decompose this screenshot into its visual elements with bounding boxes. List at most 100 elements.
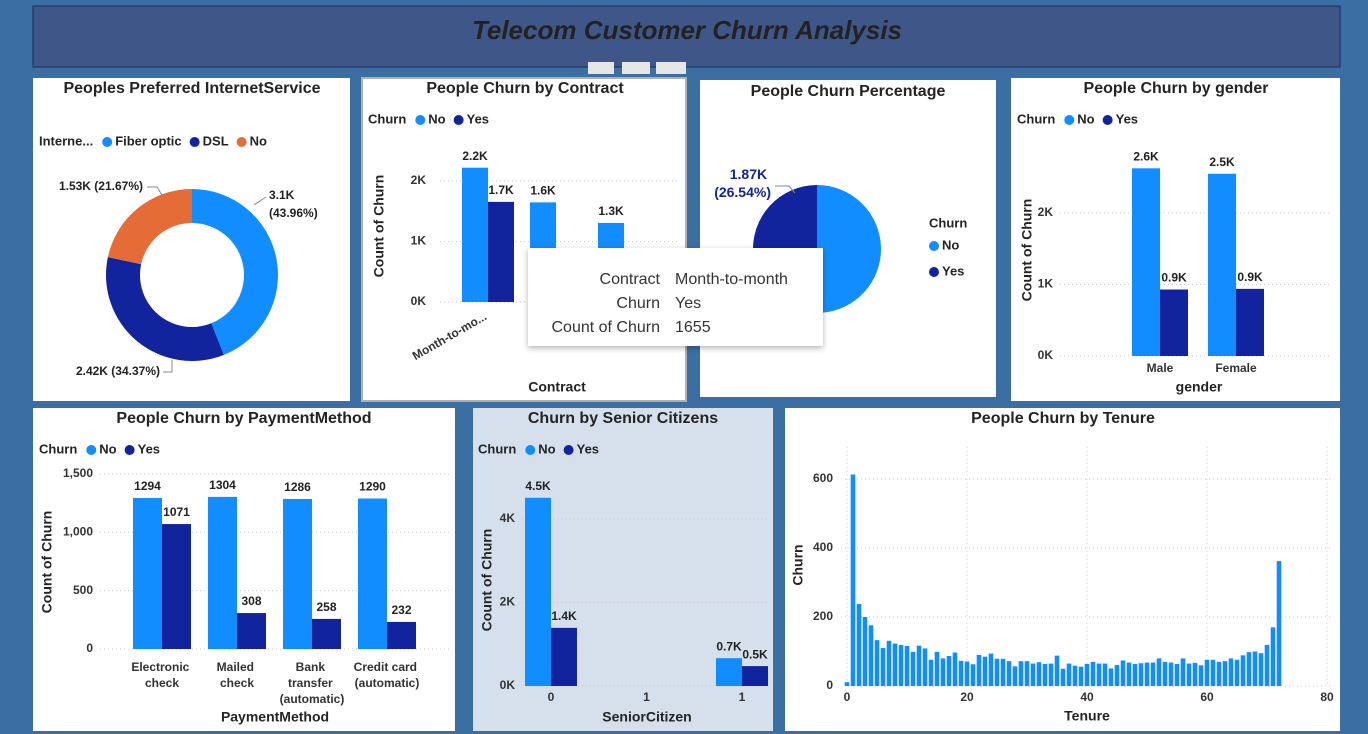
data-label: 1071 bbox=[163, 505, 190, 519]
bar bbox=[1228, 658, 1234, 686]
data-label: 3.1K (43.96%) bbox=[269, 188, 318, 220]
legend-label: DSL bbox=[203, 133, 229, 148]
x-axis-title: Tenure bbox=[1064, 708, 1110, 724]
bar bbox=[1084, 663, 1090, 686]
x-tick-label: Credit card (automatic) bbox=[354, 660, 421, 690]
bar bbox=[1036, 662, 1042, 686]
slice bbox=[192, 189, 279, 355]
legend-label: No bbox=[942, 237, 959, 252]
chart-title: People Churn by PaymentMethod bbox=[116, 410, 371, 427]
bar bbox=[1240, 655, 1246, 686]
data-label: 1304 bbox=[209, 478, 236, 492]
bar bbox=[1210, 659, 1216, 686]
bar bbox=[1012, 666, 1018, 686]
x-tick-label: Electronic check bbox=[131, 660, 192, 690]
legend-label: No bbox=[538, 441, 555, 456]
legend-swatch bbox=[102, 137, 113, 147]
bar bbox=[1132, 663, 1138, 686]
x-axis-title: gender bbox=[1176, 379, 1223, 395]
legend-swatch bbox=[563, 445, 574, 455]
dashboard-title: Telecom Customer Churn Analysis bbox=[472, 15, 902, 45]
x-tick-label: 0 bbox=[548, 690, 555, 704]
bar bbox=[844, 682, 850, 686]
data-label: 1.6K bbox=[530, 184, 556, 198]
bar bbox=[1258, 653, 1264, 686]
bar bbox=[1138, 663, 1144, 686]
legend-swatch bbox=[929, 267, 939, 277]
bar bbox=[868, 625, 874, 686]
x-tick-label: 80 bbox=[1320, 690, 1334, 704]
tooltip-value: Yes bbox=[675, 295, 701, 312]
bar bbox=[850, 474, 856, 686]
x-tick-label: Female bbox=[1215, 361, 1257, 375]
data-label: 232 bbox=[391, 603, 411, 617]
bar bbox=[964, 661, 970, 686]
bar bbox=[283, 498, 312, 649]
bar bbox=[1236, 288, 1264, 356]
bar bbox=[1048, 663, 1054, 686]
bar bbox=[1216, 661, 1222, 686]
data-label: 1.53K (21.67%) bbox=[59, 179, 143, 193]
chart-title: People Churn Percentage bbox=[751, 83, 946, 100]
data-label: 0.7K bbox=[716, 639, 742, 653]
y-tick-label: 4K bbox=[500, 511, 516, 525]
legend-swatch bbox=[86, 445, 97, 455]
x-tick-label: 1 bbox=[739, 690, 746, 704]
x-axis-title: Contract bbox=[528, 379, 586, 395]
bar bbox=[910, 651, 916, 686]
x-tick-label: Mailed check bbox=[217, 660, 258, 690]
bar bbox=[904, 645, 910, 686]
y-axis-title: Churn bbox=[790, 544, 806, 585]
legend-label: Yes bbox=[467, 111, 489, 126]
chart-title: People Churn by Tenure bbox=[971, 410, 1155, 427]
bar bbox=[1264, 644, 1270, 686]
data-label: 0.9K bbox=[1237, 270, 1263, 284]
data-label: 1286 bbox=[284, 480, 311, 494]
chart-panel bbox=[361, 77, 687, 402]
bar bbox=[988, 653, 994, 686]
bar bbox=[1024, 661, 1030, 686]
legend-label: No bbox=[99, 441, 116, 456]
bar bbox=[970, 664, 976, 686]
bar bbox=[1120, 660, 1126, 686]
bar bbox=[976, 654, 982, 686]
bar bbox=[994, 658, 1000, 686]
data-label: 2.5K bbox=[1209, 155, 1235, 169]
bar bbox=[982, 656, 988, 686]
y-tick-label: 400 bbox=[813, 540, 833, 554]
legend-label: Fiber optic bbox=[115, 133, 181, 148]
y-tick-label: 600 bbox=[813, 471, 833, 485]
legend-swatch bbox=[1064, 115, 1075, 125]
y-tick-label: 0K bbox=[500, 678, 516, 692]
x-tick-label: 60 bbox=[1200, 690, 1214, 704]
data-label: 2.2K bbox=[462, 149, 488, 163]
y-tick-label: 1K bbox=[411, 234, 427, 248]
bar bbox=[892, 643, 898, 686]
toolbar-icon[interactable] bbox=[656, 62, 686, 74]
toolbar-icon[interactable] bbox=[622, 62, 650, 74]
bar bbox=[1198, 665, 1204, 686]
toolbar-icon[interactable] bbox=[588, 62, 614, 74]
legend-label: Yes bbox=[942, 263, 964, 278]
legend-title: Churn bbox=[929, 215, 967, 230]
bar bbox=[1060, 668, 1066, 686]
legend-label: Yes bbox=[1116, 111, 1138, 126]
y-tick-label: 0K bbox=[1038, 348, 1054, 362]
x-tick-label: 0 bbox=[844, 690, 851, 704]
bar bbox=[1222, 661, 1228, 686]
bar bbox=[1126, 662, 1132, 686]
bar bbox=[922, 648, 928, 686]
bar bbox=[1204, 659, 1210, 686]
y-axis-title: Count of Churn bbox=[479, 529, 495, 632]
bar bbox=[946, 655, 952, 686]
bar bbox=[1132, 168, 1160, 356]
data-label: 1.87K (26.54%) bbox=[714, 166, 771, 200]
bar bbox=[387, 621, 416, 649]
y-tick-label: 0 bbox=[826, 678, 833, 692]
bar bbox=[1174, 663, 1180, 686]
data-label: 308 bbox=[241, 594, 261, 608]
data-label: 2.42K (34.37%) bbox=[76, 364, 160, 378]
bar bbox=[1168, 662, 1174, 686]
bar bbox=[162, 524, 191, 649]
legend-title: Churn bbox=[478, 441, 516, 456]
